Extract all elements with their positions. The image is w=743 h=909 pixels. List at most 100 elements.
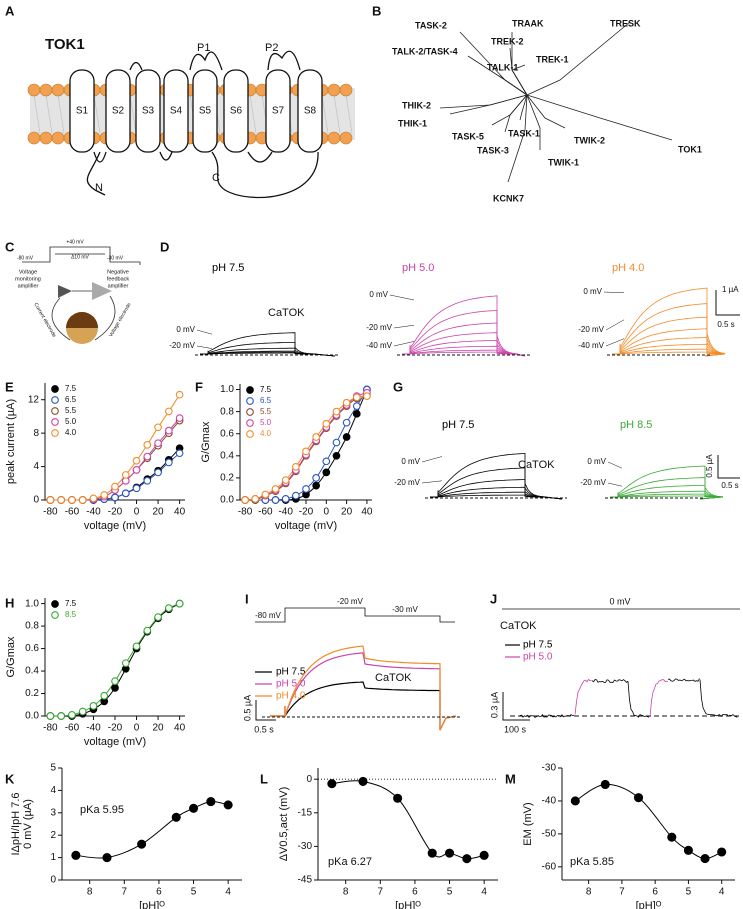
x-tick-label: 7 — [122, 887, 128, 898]
current-trace — [402, 349, 526, 357]
legend-label: 6.5 — [65, 395, 77, 404]
y-tick-label: 0.4 — [220, 450, 234, 461]
data-point — [68, 496, 76, 504]
panel-letter: H — [5, 595, 14, 610]
y-tick-label: 1 — [50, 852, 56, 863]
data-point — [312, 433, 321, 441]
y-tick-label: 0.2 — [25, 688, 39, 699]
leader — [421, 480, 443, 484]
legend-label: 7.5 — [65, 384, 77, 393]
current-trace — [612, 343, 726, 357]
lipid-head — [39, 131, 53, 145]
y-tick-label: -50 — [542, 829, 557, 840]
panel-letter: E — [5, 379, 14, 394]
branch — [526, 94, 541, 150]
panel-letter: L — [260, 771, 268, 786]
leaf-label: TRESK — [610, 18, 641, 28]
data-point — [342, 418, 351, 427]
protocol-label: -20 mV — [337, 597, 363, 606]
amplifier-label: Negative — [107, 269, 129, 275]
data-point — [132, 456, 141, 465]
scale-bar — [717, 455, 740, 479]
data-point — [154, 423, 162, 432]
segment-label: S2 — [112, 106, 125, 117]
data-point — [143, 626, 152, 635]
segment-label: S3 — [142, 106, 155, 117]
data-point — [111, 482, 119, 491]
legend-marker — [51, 611, 59, 619]
protocol-label: 0 mV — [609, 596, 630, 606]
y-tick-label: 0.0 — [220, 495, 234, 506]
data-point — [132, 484, 141, 493]
leaf-label: KCNK7 — [493, 193, 524, 203]
protocol-label: -80 mV — [17, 255, 34, 261]
legend-marker — [246, 419, 254, 427]
leader — [389, 294, 415, 301]
scale-bar — [715, 290, 740, 316]
amplifier-label: amplifier — [108, 283, 129, 289]
leader — [393, 341, 415, 347]
amp-1 — [58, 285, 72, 298]
voltage-label: -20 mV — [578, 325, 604, 334]
leaf-label: TOK1 — [678, 144, 702, 154]
legend-label: 4.0 — [65, 428, 77, 437]
x-tick-label: -60 — [258, 507, 273, 518]
current-trace — [610, 485, 724, 500]
legend-marker — [246, 408, 254, 416]
current-trace — [430, 452, 563, 500]
lipid-tail — [321, 94, 329, 134]
y-tick-label: 0.6 — [25, 643, 39, 654]
current-trace — [430, 486, 563, 500]
protocol-label: Δ10 mV — [71, 254, 89, 260]
x-tick-label: -20 — [108, 723, 123, 734]
data-point — [78, 707, 87, 716]
data-point — [700, 854, 710, 864]
panel-letter: G — [393, 379, 403, 394]
x-tick-label: 20 — [153, 723, 165, 734]
panel-letter: C — [5, 239, 15, 254]
condition-label: pH 4.0 — [612, 262, 644, 274]
current-trace — [519, 713, 575, 719]
data-point — [291, 463, 300, 471]
x-tick-label: 20 — [341, 507, 353, 518]
y-axis-label: IΔpH/IpH 7.6 — [10, 793, 22, 856]
current-trace — [610, 493, 724, 500]
legend-marker — [246, 430, 254, 438]
helix — [105, 69, 131, 153]
legend-label: pH 7.5 — [276, 667, 306, 678]
lipid-head — [27, 83, 41, 97]
data-point — [89, 494, 98, 503]
lipid-head — [27, 131, 41, 145]
construct-label: CaTOK — [268, 307, 305, 319]
legend-label: 8.5 — [65, 610, 77, 619]
current-trace — [610, 465, 724, 500]
panel-letter: A — [5, 3, 15, 18]
panel-letter: F — [195, 379, 203, 394]
data-point — [302, 485, 310, 493]
data-point — [102, 853, 112, 863]
lipid-tail — [33, 94, 41, 134]
current-trace — [430, 491, 563, 500]
legend-marker — [51, 418, 59, 426]
data-point — [352, 409, 361, 418]
leader — [605, 338, 625, 347]
panel-letter: I — [245, 591, 249, 606]
x-tick-label: 5 — [191, 887, 197, 898]
construct-label: CaTOK — [518, 459, 555, 471]
helix — [69, 69, 95, 153]
voltage-label: -20 mV — [394, 478, 420, 487]
lipid-tail — [93, 94, 101, 134]
leaf-label: TASK-3 — [477, 145, 509, 155]
x-tick-label: 20 — [153, 507, 165, 518]
legend-label: 4.0 — [260, 429, 272, 438]
current-trace — [200, 342, 336, 357]
data-point — [363, 392, 371, 401]
x-tick-label: 4 — [719, 887, 725, 898]
segment-label: S1 — [76, 106, 89, 117]
x-tick-label: -40 — [86, 723, 101, 734]
current-trace — [200, 332, 336, 357]
leader — [421, 456, 443, 463]
data-point — [100, 491, 109, 499]
current-trace — [402, 295, 526, 357]
